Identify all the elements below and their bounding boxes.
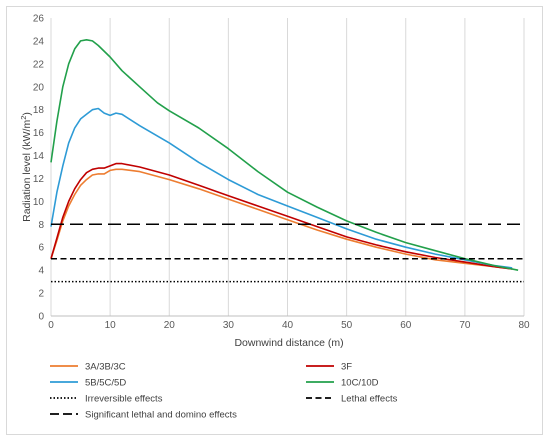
series-line-5b-5c-5d xyxy=(50,107,513,269)
x-tick-label: 70 xyxy=(459,320,471,331)
y-tick-label: 2 xyxy=(38,289,44,300)
y-axis-title-main: Radiation level (kW/m xyxy=(21,120,33,222)
legend-label-3a-3b-3c: 3A/3B/3C xyxy=(85,362,126,373)
series-line-10c-10d xyxy=(50,38,519,271)
x-tick-label: 60 xyxy=(400,320,412,331)
chart-frame xyxy=(6,6,543,435)
series-line-3a-3b-3c xyxy=(50,168,513,270)
y-tick-label: 12 xyxy=(33,174,45,185)
x-tick-label: 80 xyxy=(518,320,530,331)
legend: 3A/3B/3C 3F 5B/5C/5D 10C/10D Irreversible ef… xyxy=(50,362,398,421)
y-tick-label: 6 xyxy=(38,243,44,254)
y-axis-title-sup: 2 xyxy=(19,116,28,120)
grid-layer xyxy=(50,18,525,317)
x-tick-label: 20 xyxy=(164,320,176,331)
y-tick-label: 22 xyxy=(33,59,45,70)
x-tick-label: 50 xyxy=(341,320,353,331)
y-tick-label: 10 xyxy=(33,197,45,208)
y-tick-label: 24 xyxy=(33,36,45,47)
legend-label-5b-5c-5d: 5B/5C/5D xyxy=(85,378,126,389)
series-layer xyxy=(50,38,524,283)
y-tick-label: 0 xyxy=(38,312,44,323)
x-tick-label: 10 xyxy=(105,320,117,331)
x-tick-label: 30 xyxy=(223,320,235,331)
series-line-3f xyxy=(50,162,513,270)
y-tick-label: 8 xyxy=(38,220,44,231)
y-tick-label: 20 xyxy=(33,82,45,93)
y-axis-title-tail: ) xyxy=(21,112,33,116)
y-tick-label: 14 xyxy=(33,151,45,162)
y-tick-label: 26 xyxy=(33,14,45,25)
legend-label-3f: 3F xyxy=(341,362,352,373)
y-axis-title: Radiation level (kW/m2) xyxy=(19,112,33,222)
y-tick-label: 16 xyxy=(33,128,45,139)
legend-label-irreversible-effects: Irreversible effects xyxy=(85,394,163,405)
legend-label-10c-10d: 10C/10D xyxy=(341,378,379,389)
y-tick-label: 18 xyxy=(33,105,45,116)
y-tick-label: 4 xyxy=(38,266,44,277)
x-tick-label: 40 xyxy=(282,320,294,331)
x-axis-title: Downwind distance (m) xyxy=(234,337,343,349)
legend-label-significant-lethal-and-domino-effects: Significant lethal and domino effects xyxy=(85,410,237,421)
x-tick-label: 0 xyxy=(48,320,54,331)
legend-label-lethal-effects: Lethal effects xyxy=(341,394,398,405)
